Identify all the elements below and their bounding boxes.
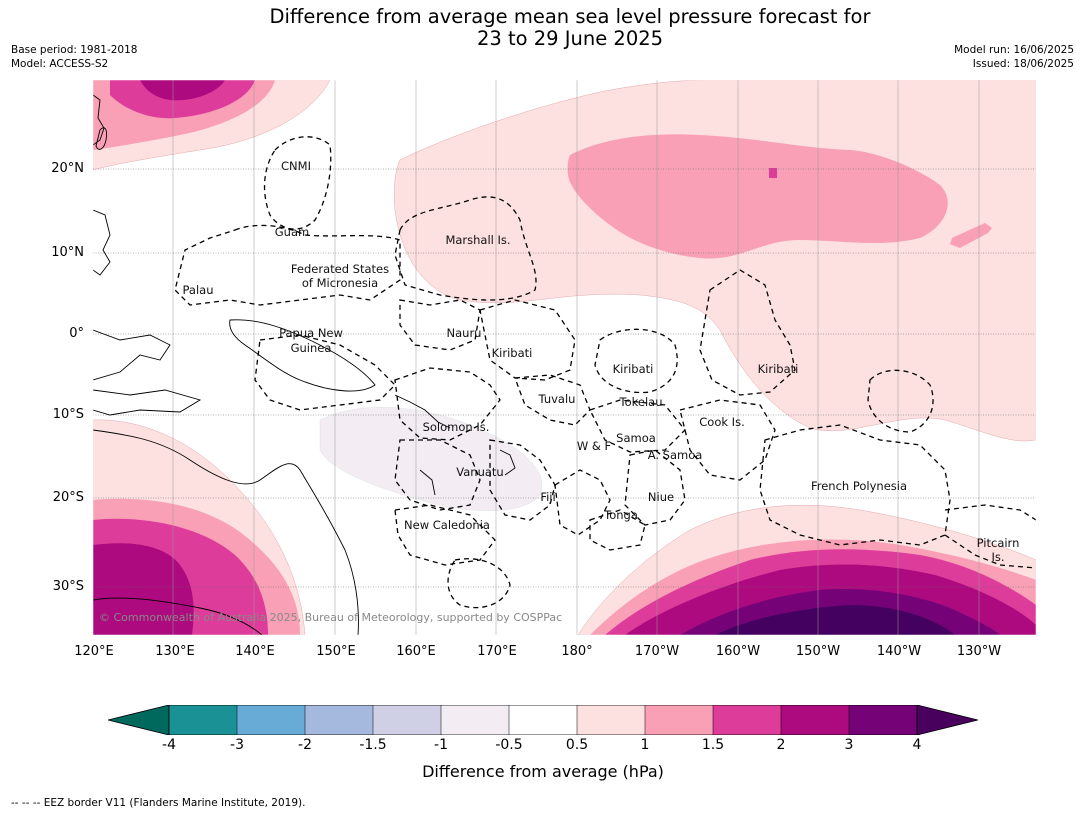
- label-american-samoa: A. Samoa: [648, 448, 703, 462]
- colorbar-bin: [849, 705, 917, 735]
- lon-label-140w: 140°W: [876, 644, 922, 659]
- anomaly-ne: [393, 80, 1036, 442]
- label-pitcairn-2: Is.: [991, 550, 1004, 564]
- meta-left: Base period: 1981-2018 Model: ACCESS-S2: [11, 43, 137, 71]
- colorbar-label: Difference from average (hPa): [422, 762, 664, 781]
- colorbar: [108, 705, 978, 735]
- anomaly-nw: [93, 80, 331, 171]
- anomaly-west: [93, 419, 306, 635]
- colorbar-bin: [713, 705, 781, 735]
- colorbar-bin: [577, 705, 645, 735]
- label-new-caledonia: New Caledonia: [404, 518, 490, 532]
- lon-label-130w: 130°W: [956, 644, 1002, 659]
- model-run: Model run: 16/06/2025: [954, 44, 1074, 56]
- colorbar-tick: 3: [844, 737, 854, 753]
- colorbar-tick: 4: [912, 737, 922, 753]
- lon-label-170e: 170°E: [477, 644, 517, 659]
- colorbar-bin: [373, 705, 441, 735]
- issued-date: Issued: 18/06/2025: [972, 58, 1074, 70]
- coastlines: [93, 94, 516, 635]
- colorbar-tick: -2: [298, 737, 312, 753]
- eez-footnote: -- -- -- EEZ border V11 (Flanders Marine…: [11, 797, 306, 809]
- label-fsm-2: of Micronesia: [302, 276, 378, 290]
- label-cnmi: CNMI: [281, 159, 311, 173]
- lon-label-130e: 130°E: [155, 644, 195, 659]
- lat-grid: [93, 168, 1036, 588]
- colorbar-over: [916, 705, 978, 735]
- label-guam: Guam: [275, 225, 309, 239]
- anomaly-se: [577, 504, 1036, 635]
- label-tonga: Tonga: [603, 508, 638, 522]
- anomaly-negative: [319, 407, 542, 511]
- colorbar-tick: 1.5: [701, 737, 725, 753]
- lon-label-120e: 120°E: [74, 644, 114, 659]
- colorbar-tick: 0.5: [565, 737, 589, 753]
- map-canvas: CNMI Guam Marshall Is. Federated States …: [93, 80, 1036, 635]
- colorbar-under: [108, 705, 170, 735]
- label-tokelau: Tokelau: [619, 395, 663, 409]
- colorbar-bin: [305, 705, 373, 735]
- region-labels: CNMI Guam Marshall Is. Federated States …: [183, 159, 1020, 564]
- label-samoa: Samoa: [616, 431, 656, 445]
- lat-label-20n: 20°N: [51, 161, 84, 176]
- label-marshall: Marshall Is.: [445, 233, 510, 247]
- colorbar-bin: [441, 705, 509, 735]
- lon-label-150e: 150°E: [316, 644, 356, 659]
- meta-right: Model run: 16/06/2025 Issued: 18/06/2025: [954, 43, 1074, 71]
- label-nauru: Nauru: [447, 326, 482, 340]
- lat-label-10s: 10°S: [52, 407, 84, 422]
- label-tuvalu: Tuvalu: [538, 392, 576, 406]
- colorbar-tick: -4: [162, 737, 176, 753]
- label-fsm-1: Federated States: [291, 262, 389, 276]
- label-kiribati-east: Kiribati: [758, 362, 799, 376]
- label-cook: Cook Is.: [699, 415, 744, 429]
- lon-label-150w: 150°W: [795, 644, 841, 659]
- colorbar-tick: -0.5: [495, 737, 523, 753]
- label-png-2: Guinea: [291, 341, 332, 355]
- colorbar-bin: [781, 705, 849, 735]
- lat-label-0: 0°: [69, 326, 84, 341]
- colorbar-bin: [645, 705, 713, 735]
- model-name: Model: ACCESS-S2: [11, 58, 109, 70]
- map-title: Difference from average mean sea level p…: [0, 6, 1085, 50]
- lat-label-30s: 30°S: [52, 579, 84, 594]
- label-fiji: Fiji: [540, 490, 555, 504]
- colorbar-bin: [169, 705, 237, 735]
- label-french-polynesia: French Polynesia: [811, 479, 907, 493]
- label-png-1: Papua New: [279, 326, 343, 340]
- colorbar-bin: [509, 705, 577, 735]
- label-pitcairn-1: Pitcairn: [977, 536, 1020, 550]
- colorbar-tick: 1: [640, 737, 650, 753]
- colorbar-tick: -3: [230, 737, 244, 753]
- copyright-notice: © Commonwealth of Australia 2025, Bureau…: [99, 611, 562, 624]
- title-line-2: 23 to 29 June 2025: [476, 27, 664, 50]
- label-kiribati-central: Kiribati: [613, 362, 654, 376]
- label-palau: Palau: [183, 283, 214, 297]
- base-period: Base period: 1981-2018: [11, 44, 138, 56]
- label-niue: Niue: [648, 490, 674, 504]
- lon-label-170w: 170°W: [634, 644, 680, 659]
- colorbar-tick: -1: [434, 737, 448, 753]
- label-vanuatu: Vanuatu: [456, 465, 503, 479]
- colorbar-tick: 2: [776, 737, 786, 753]
- colorbar-tick: -1.5: [359, 737, 387, 753]
- title-line-1: Difference from average mean sea level p…: [269, 5, 871, 28]
- lon-label-140e: 140°E: [235, 644, 275, 659]
- map-panel: CNMI Guam Marshall Is. Federated States …: [93, 80, 1036, 635]
- lon-label-160e: 160°E: [396, 644, 436, 659]
- label-solomon: Solomon Is.: [423, 420, 490, 434]
- label-wallis-futuna: W & F: [577, 439, 611, 453]
- eez-borders: [174, 136, 1036, 609]
- lon-label-180: 180°: [561, 644, 593, 659]
- lat-label-10n: 10°N: [51, 245, 84, 260]
- colorbar-bin: [237, 705, 305, 735]
- lat-label-20s: 20°S: [52, 490, 84, 505]
- lon-label-160w: 160°W: [715, 644, 761, 659]
- label-kiribati-west: Kiribati: [492, 346, 533, 360]
